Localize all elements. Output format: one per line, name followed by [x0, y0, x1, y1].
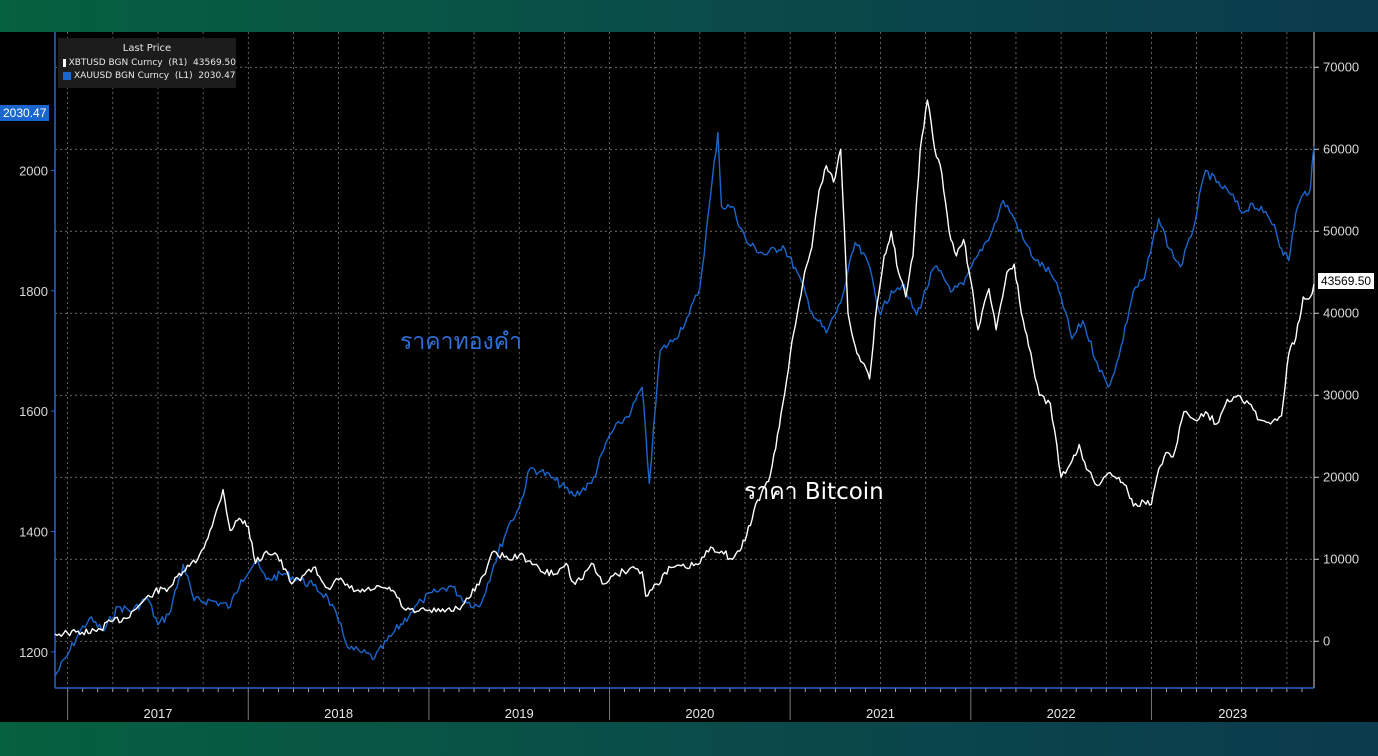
axes [54, 32, 1315, 689]
x-tick-label: 2019 [505, 706, 534, 721]
legend-swatch-gold [63, 71, 71, 80]
left-tick-label: 2000 [19, 163, 48, 178]
right-tick-label: 0 [1323, 633, 1330, 648]
series [54, 99, 1315, 677]
right-tick-label: 20000 [1323, 469, 1359, 484]
right-tick-label: 10000 [1323, 551, 1359, 566]
legend-title: Last Price [122, 43, 172, 54]
legend-entry-gold: XAUUSD BGN Curncy (L1) 2030.47 [58, 69, 236, 82]
bitcoin-annotation: ราคา Bitcoin [744, 479, 884, 505]
legend-swatch-btc [63, 58, 66, 67]
left-tick-label: 1600 [19, 404, 48, 419]
right-tick-label: 60000 [1323, 141, 1359, 156]
x-tick-label: 2020 [685, 706, 714, 721]
x-tick-label: 2022 [1047, 706, 1076, 721]
legend-label-gold: XAUUSD BGN Curncy (L1) 2030.47 [74, 70, 236, 81]
top-frame-band [0, 0, 1378, 32]
tick-labels: 0 10000 20000 30000 40000 50000 60000 70000 1200… [19, 59, 1359, 721]
chart-background [0, 32, 1378, 722]
x-tick-label: 2018 [324, 706, 353, 721]
x-tick-label: 2023 [1218, 706, 1247, 721]
right-tick-label: 30000 [1323, 387, 1359, 402]
right-tick-label: 70000 [1323, 59, 1359, 74]
bottom-frame-band [0, 722, 1378, 756]
left-tick-label: 1400 [19, 525, 48, 540]
left-tick-label: 1200 [19, 645, 48, 660]
series-line-gold [54, 131, 1315, 677]
right-tick-label: 40000 [1323, 305, 1359, 320]
legend-entry-btc: XBTUSD BGN Curncy (R1) 43569.50 [58, 56, 236, 69]
left-tick-label: 1800 [19, 284, 48, 299]
legend-label-btc: XBTUSD BGN Curncy (R1) 43569.50 [68, 57, 236, 68]
x-tick-label: 2021 [866, 706, 895, 721]
gold-last-price-badge: 2030.47 [0, 105, 50, 121]
btc-last-price-badge: 43569.50 [1318, 273, 1375, 289]
right-tick-label: 50000 [1323, 223, 1359, 238]
series-line-bitcoin [54, 99, 1315, 637]
legend: Last Price XBTUSD BGN Curncy (R1) 43569.… [58, 38, 236, 88]
x-tick-label: 2017 [143, 706, 172, 721]
gold-annotation: ราคาทองคำ [400, 329, 523, 355]
